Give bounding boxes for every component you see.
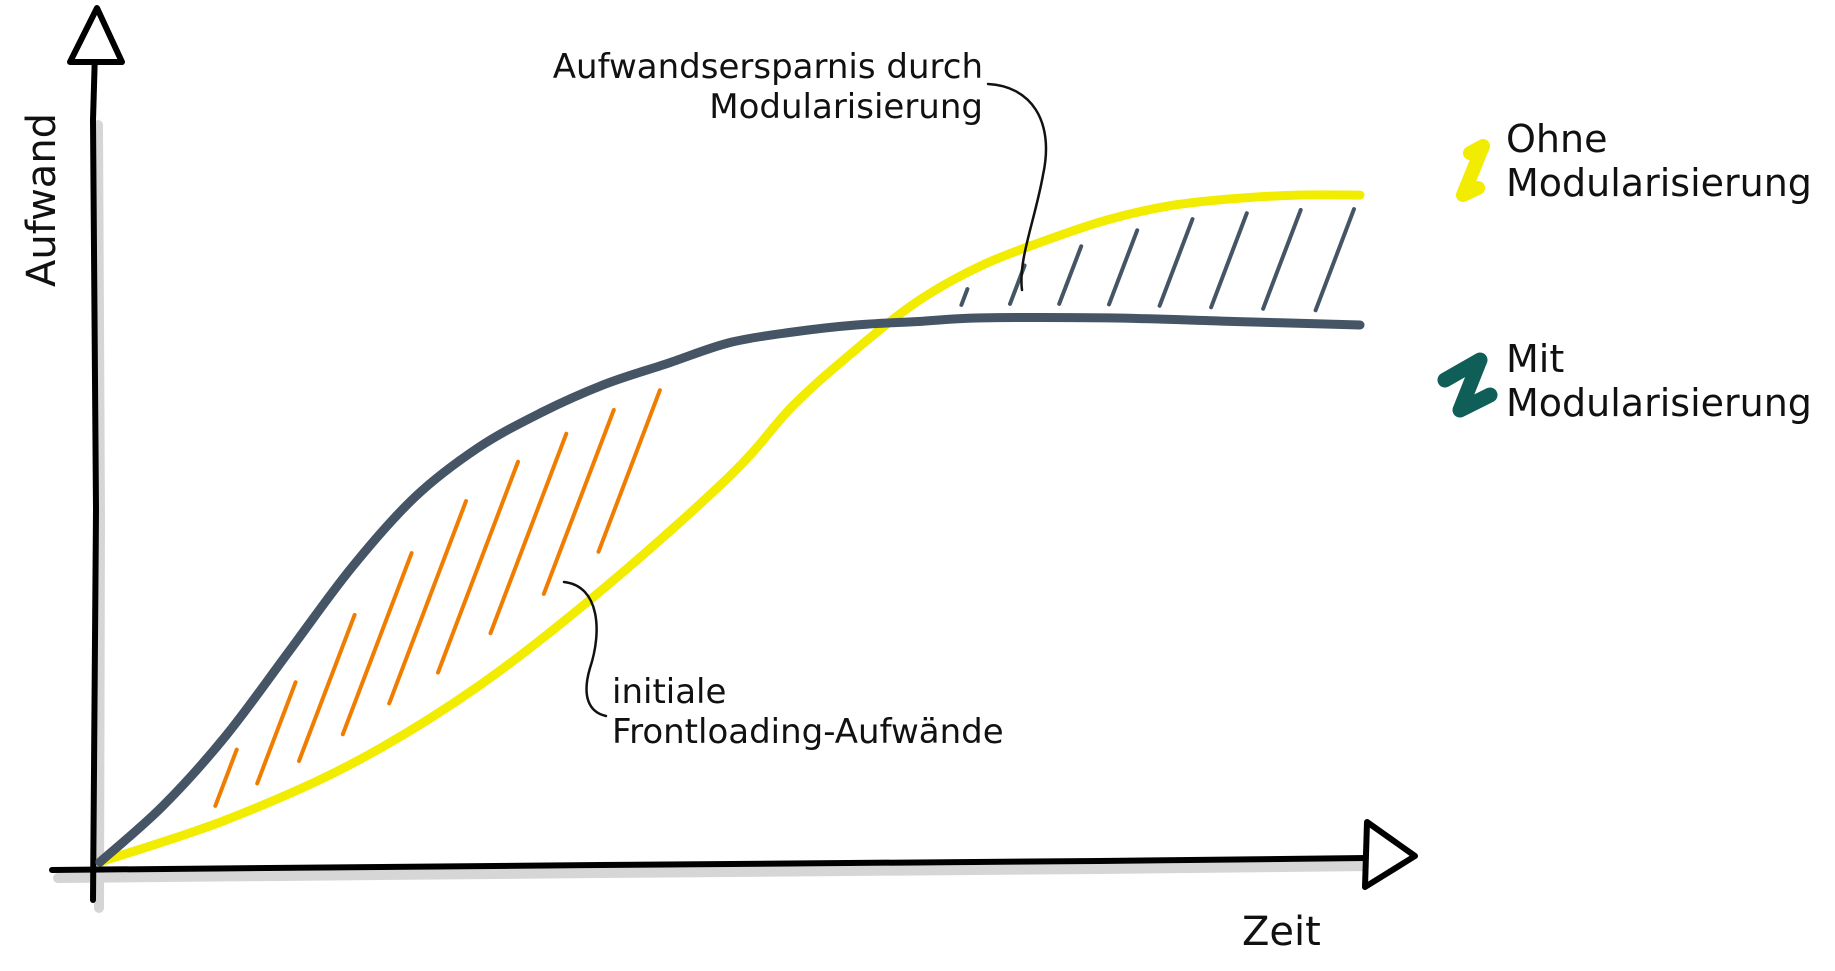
- frontloading-hatch-line-1: [255, 680, 298, 786]
- frontloading-hatch-line-0: [213, 747, 239, 808]
- savings-annotation-line1: Aufwandsersparnis durch: [553, 47, 983, 87]
- savings-hatch-line-7: [1313, 207, 1356, 313]
- y-axis-label: Aufwand: [19, 113, 65, 287]
- axes: [49, 5, 1418, 903]
- savings-annotation-line2: Modularisierung: [709, 87, 983, 127]
- savings-hatch-line-0: [959, 287, 970, 307]
- savings-hatching: [959, 207, 1356, 313]
- frontloading-annotation-line1: initiale: [612, 672, 726, 712]
- frontloading-hatch-line-3: [340, 551, 414, 737]
- frontloading-hatch-line-4: [387, 499, 468, 706]
- savings-hatch-line-3: [1107, 228, 1140, 307]
- legend: Ohne Modularisierung Mit Modularisierung: [1437, 117, 1812, 425]
- savings-hatch-line-6: [1261, 207, 1303, 311]
- y-axis-arrowhead: [67, 5, 125, 65]
- savings-hatch-line-2: [1057, 244, 1084, 306]
- frontloading-hatch-line-7: [541, 407, 616, 596]
- frontloading-leader-line: [562, 580, 608, 718]
- x-axis-shadow: [53, 861, 1377, 883]
- frontloading-hatch-line-8: [596, 388, 662, 554]
- savings-hatch-line-4: [1157, 217, 1195, 308]
- y-axis-shadow: [93, 120, 106, 913]
- y-axis-line: [89, 49, 100, 903]
- frontloading-hatching: [213, 388, 662, 808]
- legend-label-ohne-line2: Modularisierung: [1506, 161, 1812, 205]
- series-layer: [95, 190, 1365, 867]
- frontloading-hatch-line-2: [297, 612, 357, 763]
- legend-label-ohne-line1: Ohne: [1506, 117, 1607, 161]
- savings-hatch-line-5: [1209, 211, 1249, 310]
- series-line-ohne-modularisierung: [95, 190, 1365, 867]
- legend-label-mit-line2: Modularisierung: [1506, 381, 1812, 425]
- frontloading-hatch-line-6: [488, 431, 569, 636]
- x-axis-line: [49, 855, 1370, 873]
- x-axis-arrowhead: [1362, 819, 1418, 890]
- frontloading-annotation-line2: Frontloading-Aufwände: [612, 712, 1004, 752]
- shadow-layer: [53, 120, 1377, 913]
- legend-label-mit-line1: Mit: [1506, 337, 1564, 381]
- savings-leader-line: [986, 82, 1048, 292]
- legend-swatch-mit: [1437, 352, 1498, 418]
- legend-swatch-ohne: [1456, 139, 1490, 202]
- frontloading-hatch-line-5: [436, 459, 520, 675]
- series-line-mit-modularisierung: [95, 313, 1365, 867]
- x-axis-label: Zeit: [1242, 909, 1321, 955]
